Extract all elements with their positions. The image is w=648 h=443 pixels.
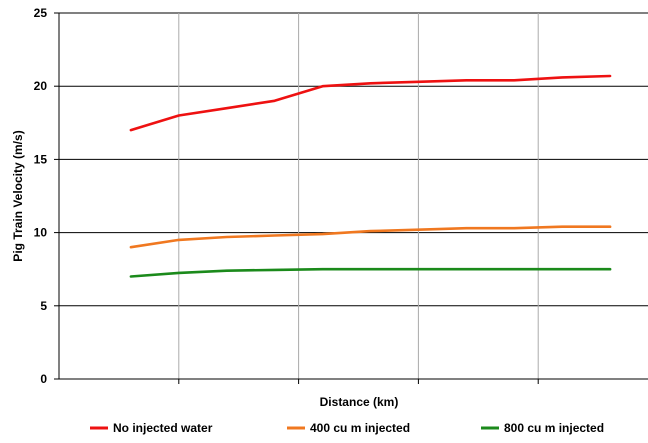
grid — [59, 12, 648, 379]
series — [129, 74, 612, 278]
legend: No injected water 400 cu m injected 800 cu… — [90, 421, 604, 435]
y-tick-label: 25 — [34, 6, 48, 20]
axes — [54, 12, 648, 384]
legend-label-3: 800 cu m injected — [504, 421, 604, 435]
y-tick-label: 15 — [34, 152, 48, 166]
series-line-2 — [129, 225, 612, 249]
y-tick-label: 0 — [40, 372, 47, 386]
y-tick-label: 5 — [40, 299, 47, 313]
series-line-3 — [129, 267, 612, 278]
x-axis-title: Distance (km) — [320, 395, 399, 409]
series-line-1 — [129, 74, 612, 132]
y-axis-title: Pig Train Velocity (m/s) — [11, 130, 25, 261]
legend-label-1: No injected water — [113, 421, 213, 435]
y-tick-label: 10 — [34, 226, 48, 240]
tick-labels: 0 5 10 15 20 25 — [34, 6, 48, 386]
legend-label-2: 400 cu m injected — [310, 421, 410, 435]
y-tick-label: 20 — [34, 79, 48, 93]
